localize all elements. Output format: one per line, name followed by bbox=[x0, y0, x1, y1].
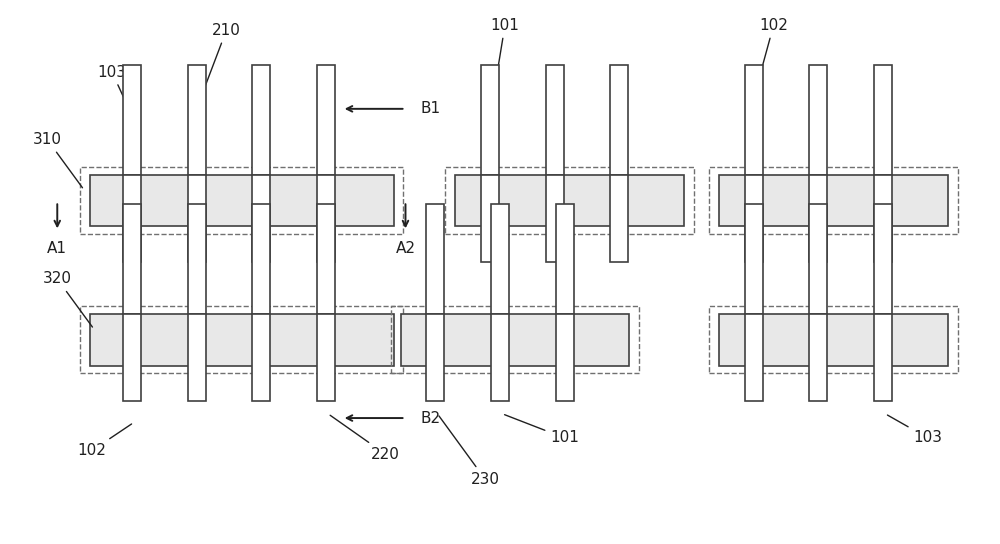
Bar bbox=[188, 175, 206, 262]
Bar bbox=[123, 205, 141, 314]
Bar bbox=[874, 205, 892, 314]
Bar bbox=[426, 205, 444, 314]
Bar bbox=[546, 65, 564, 175]
Text: B2: B2 bbox=[420, 411, 441, 425]
Bar bbox=[719, 314, 948, 366]
Text: A1: A1 bbox=[47, 240, 67, 256]
Bar bbox=[719, 175, 948, 226]
Bar bbox=[745, 175, 763, 262]
Bar bbox=[809, 175, 827, 262]
Text: 103: 103 bbox=[97, 65, 133, 118]
Bar bbox=[745, 205, 763, 314]
Bar bbox=[556, 314, 574, 401]
Bar bbox=[556, 205, 574, 314]
Text: 230: 230 bbox=[439, 416, 500, 487]
Bar bbox=[745, 65, 763, 175]
Text: 101: 101 bbox=[491, 18, 519, 95]
Text: B1: B1 bbox=[420, 101, 441, 116]
Bar bbox=[123, 65, 141, 175]
Bar bbox=[401, 314, 629, 366]
Bar bbox=[709, 306, 958, 374]
Bar bbox=[491, 314, 509, 401]
Bar bbox=[445, 166, 694, 234]
Bar bbox=[391, 306, 639, 374]
Bar bbox=[188, 205, 206, 314]
Bar bbox=[252, 205, 270, 314]
Bar bbox=[90, 314, 394, 366]
Text: 102: 102 bbox=[78, 424, 132, 458]
Bar bbox=[610, 175, 628, 262]
Bar bbox=[610, 65, 628, 175]
Bar bbox=[745, 314, 763, 401]
Bar bbox=[874, 65, 892, 175]
Bar bbox=[546, 175, 564, 262]
Bar bbox=[317, 175, 335, 262]
Bar bbox=[874, 175, 892, 262]
Bar bbox=[317, 205, 335, 314]
Bar bbox=[123, 175, 141, 262]
Bar bbox=[123, 314, 141, 401]
Text: 102: 102 bbox=[754, 18, 788, 95]
Bar bbox=[709, 166, 958, 234]
Bar bbox=[80, 306, 403, 374]
Bar bbox=[252, 314, 270, 401]
Bar bbox=[481, 65, 499, 175]
Bar bbox=[317, 314, 335, 401]
Text: 320: 320 bbox=[43, 271, 92, 327]
Text: 101: 101 bbox=[505, 415, 579, 446]
Text: 220: 220 bbox=[330, 415, 400, 462]
Bar bbox=[809, 205, 827, 314]
Bar bbox=[426, 314, 444, 401]
Text: 210: 210 bbox=[198, 23, 241, 106]
Bar bbox=[252, 65, 270, 175]
Bar bbox=[80, 166, 403, 234]
Bar bbox=[188, 314, 206, 401]
Bar bbox=[90, 175, 394, 226]
Bar bbox=[809, 314, 827, 401]
Text: A2: A2 bbox=[395, 240, 415, 256]
Bar bbox=[809, 65, 827, 175]
Bar bbox=[252, 175, 270, 262]
Bar bbox=[188, 65, 206, 175]
Text: 103: 103 bbox=[887, 415, 942, 446]
Bar bbox=[481, 175, 499, 262]
Text: 310: 310 bbox=[33, 132, 82, 188]
Bar bbox=[317, 65, 335, 175]
Bar bbox=[455, 175, 684, 226]
Bar bbox=[491, 205, 509, 314]
Bar bbox=[874, 314, 892, 401]
